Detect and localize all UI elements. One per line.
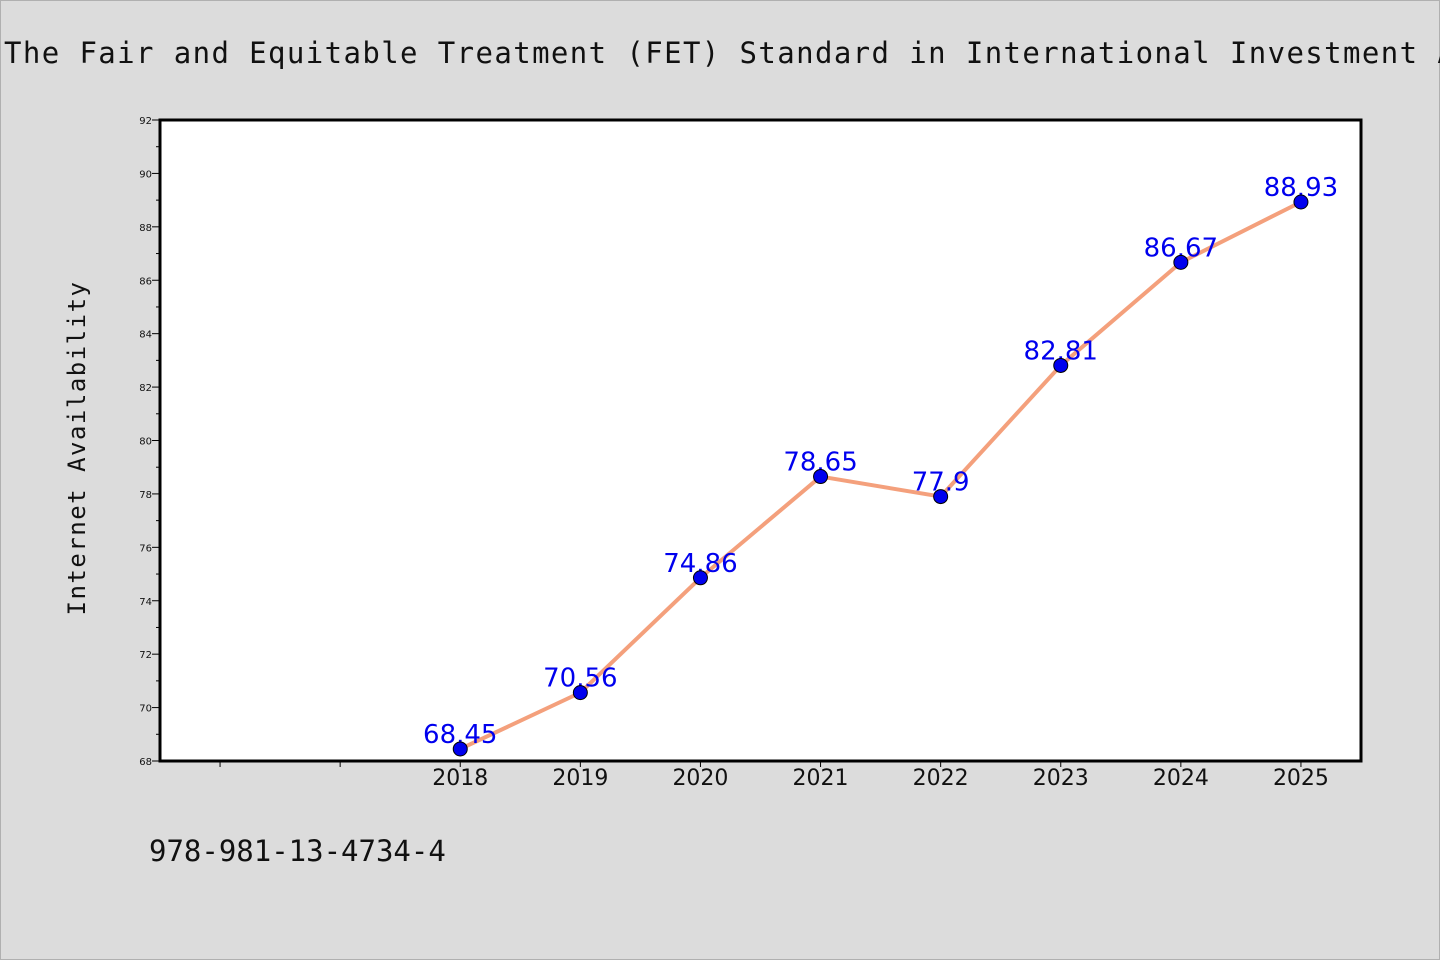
y-tick-label: 70 <box>139 704 152 715</box>
x-tick-label: 2023 <box>1033 766 1089 791</box>
y-tick-label: 74 <box>139 597 152 608</box>
y-tick-label: 80 <box>139 437 152 448</box>
y-tick-label: 86 <box>139 276 152 287</box>
x-tick-label: 2020 <box>672 766 728 791</box>
data-point <box>572 685 588 701</box>
data-point <box>692 570 708 586</box>
data-point <box>1173 254 1189 270</box>
x-tick-label: 2018 <box>432 766 488 791</box>
x-tick-label: 2021 <box>793 766 849 791</box>
series-line <box>459 200 1302 751</box>
data-point <box>813 469 829 485</box>
x-tick-label: 2019 <box>552 766 608 791</box>
plot-area <box>158 118 1363 763</box>
isbn-text: 978-981-13-4734-4 <box>149 834 446 868</box>
y-tick-label: 82 <box>139 383 152 394</box>
y-tick-label: 92 <box>139 116 152 127</box>
x-tick-label: 2025 <box>1273 766 1329 791</box>
x-axis: 2018 2019 2020 2021 2022 2023 2024 2025 <box>219 761 1329 791</box>
y-axis-label: Internet Availability <box>63 281 91 616</box>
y-tick-label: 78 <box>139 490 152 501</box>
data-point <box>452 741 468 757</box>
x-tick-label: 2024 <box>1153 766 1209 791</box>
chart-title: The Fair and Equitable Treatment (FET) S… <box>4 36 1440 70</box>
x-tick-label: 2022 <box>913 766 969 791</box>
y-tick-label: 68 <box>139 757 152 768</box>
y-tick-label: 90 <box>139 169 152 180</box>
y-tick-label: 76 <box>139 543 152 554</box>
y-tick-label: 72 <box>139 650 152 661</box>
data-point <box>1053 357 1069 373</box>
data-point <box>933 489 949 505</box>
y-axis: 68 70 72 74 76 78 80 82 84 86 88 90 92 <box>139 116 160 768</box>
y-tick-label: 84 <box>139 330 152 341</box>
y-tick-label: 88 <box>139 223 152 234</box>
data-point <box>1293 194 1309 210</box>
